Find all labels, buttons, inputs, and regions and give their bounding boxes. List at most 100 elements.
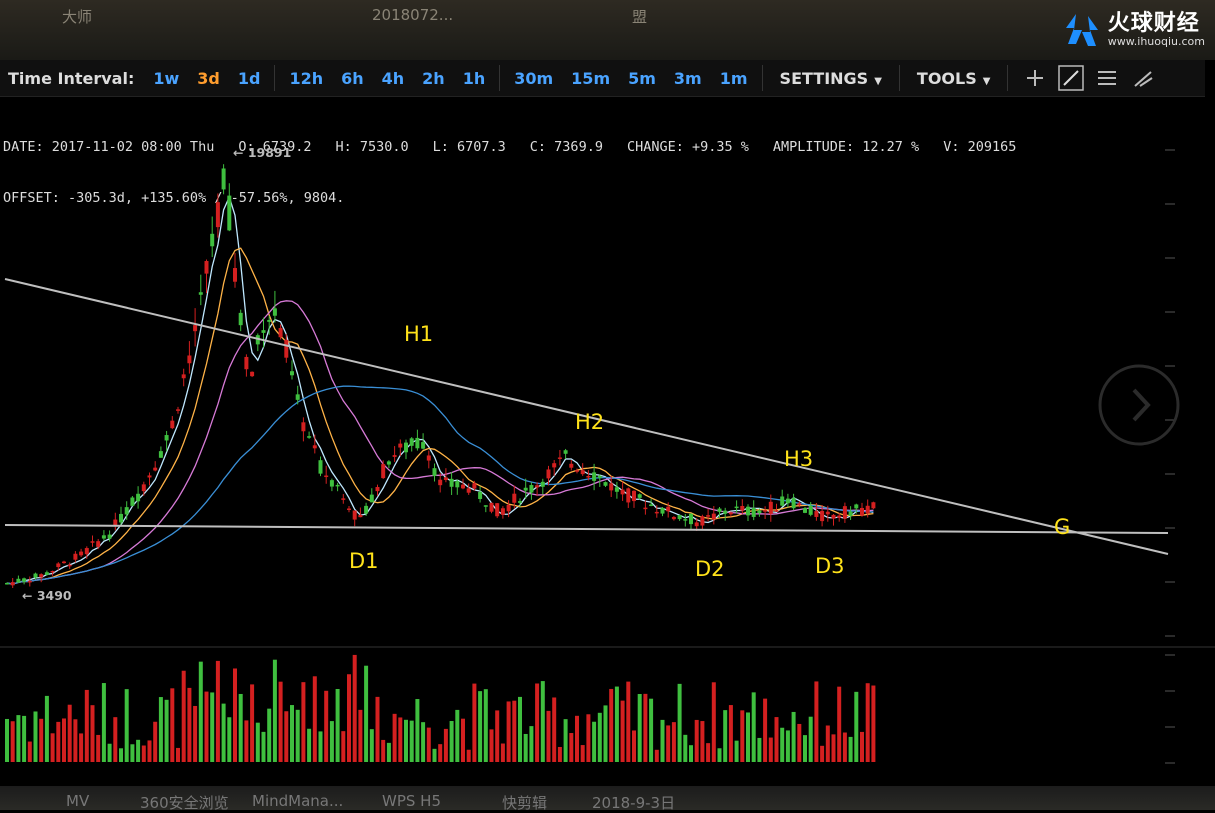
divider [1007, 65, 1009, 91]
volume-bar [683, 734, 688, 762]
candle [500, 506, 505, 519]
interval-1d[interactable]: 1d [237, 68, 261, 88]
info-close: C: 7369.9 [529, 139, 603, 155]
volume-bar [255, 722, 260, 762]
brush-icon[interactable] [1129, 64, 1157, 92]
volume-bar [358, 709, 363, 762]
volume-bar [221, 703, 226, 762]
taskbar-item[interactable]: MV [66, 792, 90, 810]
volume-bar [740, 710, 745, 762]
crosshair-icon[interactable] [1021, 64, 1049, 92]
candle [90, 535, 95, 547]
interval-1w[interactable]: 1w [153, 68, 180, 88]
volume-bar [529, 726, 534, 762]
interval-1m[interactable]: 1m [719, 68, 748, 88]
taskbar-item[interactable]: 2018-9-3日 [592, 794, 676, 812]
candle [215, 193, 220, 238]
info-change: CHANGE: +9.35 % [626, 139, 749, 155]
annotation-d1: D1 [349, 549, 379, 573]
candle [757, 508, 762, 517]
candle [267, 315, 272, 335]
candle [221, 164, 226, 195]
candle [415, 429, 420, 451]
interval-12h[interactable]: 12h [289, 68, 324, 88]
candle [187, 341, 192, 374]
candle [324, 465, 329, 484]
interval-2h[interactable]: 2h [422, 68, 445, 88]
volume-bar [284, 711, 289, 762]
candle [620, 481, 625, 501]
candle [136, 486, 141, 509]
next-arrow-button[interactable] [1098, 364, 1180, 446]
candle [432, 463, 437, 482]
candle [489, 502, 494, 514]
volume-bar [563, 719, 568, 762]
candle [449, 472, 454, 495]
interval-15m[interactable]: 15m [571, 68, 611, 88]
volume-bar [233, 668, 237, 762]
candle [96, 538, 101, 550]
candle [860, 502, 864, 517]
volume-bar [244, 720, 249, 762]
candle [865, 499, 870, 518]
ohlc-info-panel: DATE: 2017-11-02 08:00 Thu O: 6739.2 H: 75… [3, 105, 1040, 224]
interval-30m[interactable]: 30m [514, 68, 554, 88]
chart-toolbar: Time Interval: 1w 3d 1d 12h 6h 4h 2h 1h … [0, 60, 1205, 97]
candle [158, 446, 163, 458]
candle [141, 481, 146, 496]
info-date: DATE: 2017-11-02 08:00 Thu [3, 139, 215, 155]
volume-bar [443, 728, 448, 762]
interval-3m[interactable]: 3m [673, 68, 702, 88]
candle [483, 505, 488, 513]
chevron-down-icon: ▼ [982, 75, 991, 87]
volume-bars [5, 654, 876, 762]
candle [768, 494, 773, 522]
volume-bar [238, 693, 243, 762]
volume-bar [67, 704, 72, 762]
volume-bar [728, 705, 733, 762]
interval-1h[interactable]: 1h [462, 68, 486, 88]
candle [386, 460, 391, 469]
volume-bar [860, 731, 864, 762]
volume-bar [580, 745, 585, 762]
candle [73, 551, 78, 563]
volume-bar [689, 745, 693, 762]
tools-menu-button[interactable]: TOOLS ▼ [905, 69, 1003, 88]
line-tool-icon[interactable] [1057, 64, 1085, 92]
menu-lines-icon[interactable] [1093, 64, 1121, 92]
info-amplitude: AMPLITUDE: 12.27 % [772, 139, 920, 155]
candle [575, 468, 579, 474]
volume-bar [364, 665, 369, 762]
candle [580, 463, 585, 476]
candle [272, 290, 277, 323]
candlestick-chart[interactable]: ← 19891 ← 3490 H1 H2 H3 D1 D2 D3 G [0, 140, 1215, 786]
taskbar-item[interactable]: WPS H5 [382, 792, 441, 810]
volume-bar [837, 686, 842, 762]
volume-bar [694, 719, 699, 762]
volume-bar [643, 693, 648, 762]
interval-5m[interactable]: 5m [628, 68, 656, 88]
volume-bar [158, 697, 163, 762]
candle [717, 507, 722, 519]
interval-4h[interactable]: 4h [381, 68, 405, 88]
volume-bar [871, 685, 876, 762]
settings-menu-button[interactable]: SETTINGS ▼ [768, 69, 894, 88]
taskbar-item[interactable]: 快剪辑 [502, 794, 548, 812]
taskbar-item[interactable]: MindMana... [252, 792, 344, 810]
candle [803, 506, 807, 514]
candle [763, 506, 768, 519]
candle [341, 494, 346, 504]
candle [244, 354, 249, 377]
candle [113, 512, 118, 531]
volume-bar [101, 683, 106, 762]
candle [164, 430, 169, 452]
candle [347, 505, 351, 513]
volume-bar [763, 698, 768, 762]
interval-6h[interactable]: 6h [341, 68, 364, 88]
volume-bar [312, 676, 317, 762]
candle [22, 577, 27, 585]
interval-3d[interactable]: 3d [197, 68, 220, 88]
taskbar: MV 360安全浏览 MindMana... WPS H5 快剪辑 2018-9… [0, 786, 1215, 812]
taskbar-item[interactable]: 360安全浏览 [140, 794, 229, 812]
candle [392, 446, 397, 462]
